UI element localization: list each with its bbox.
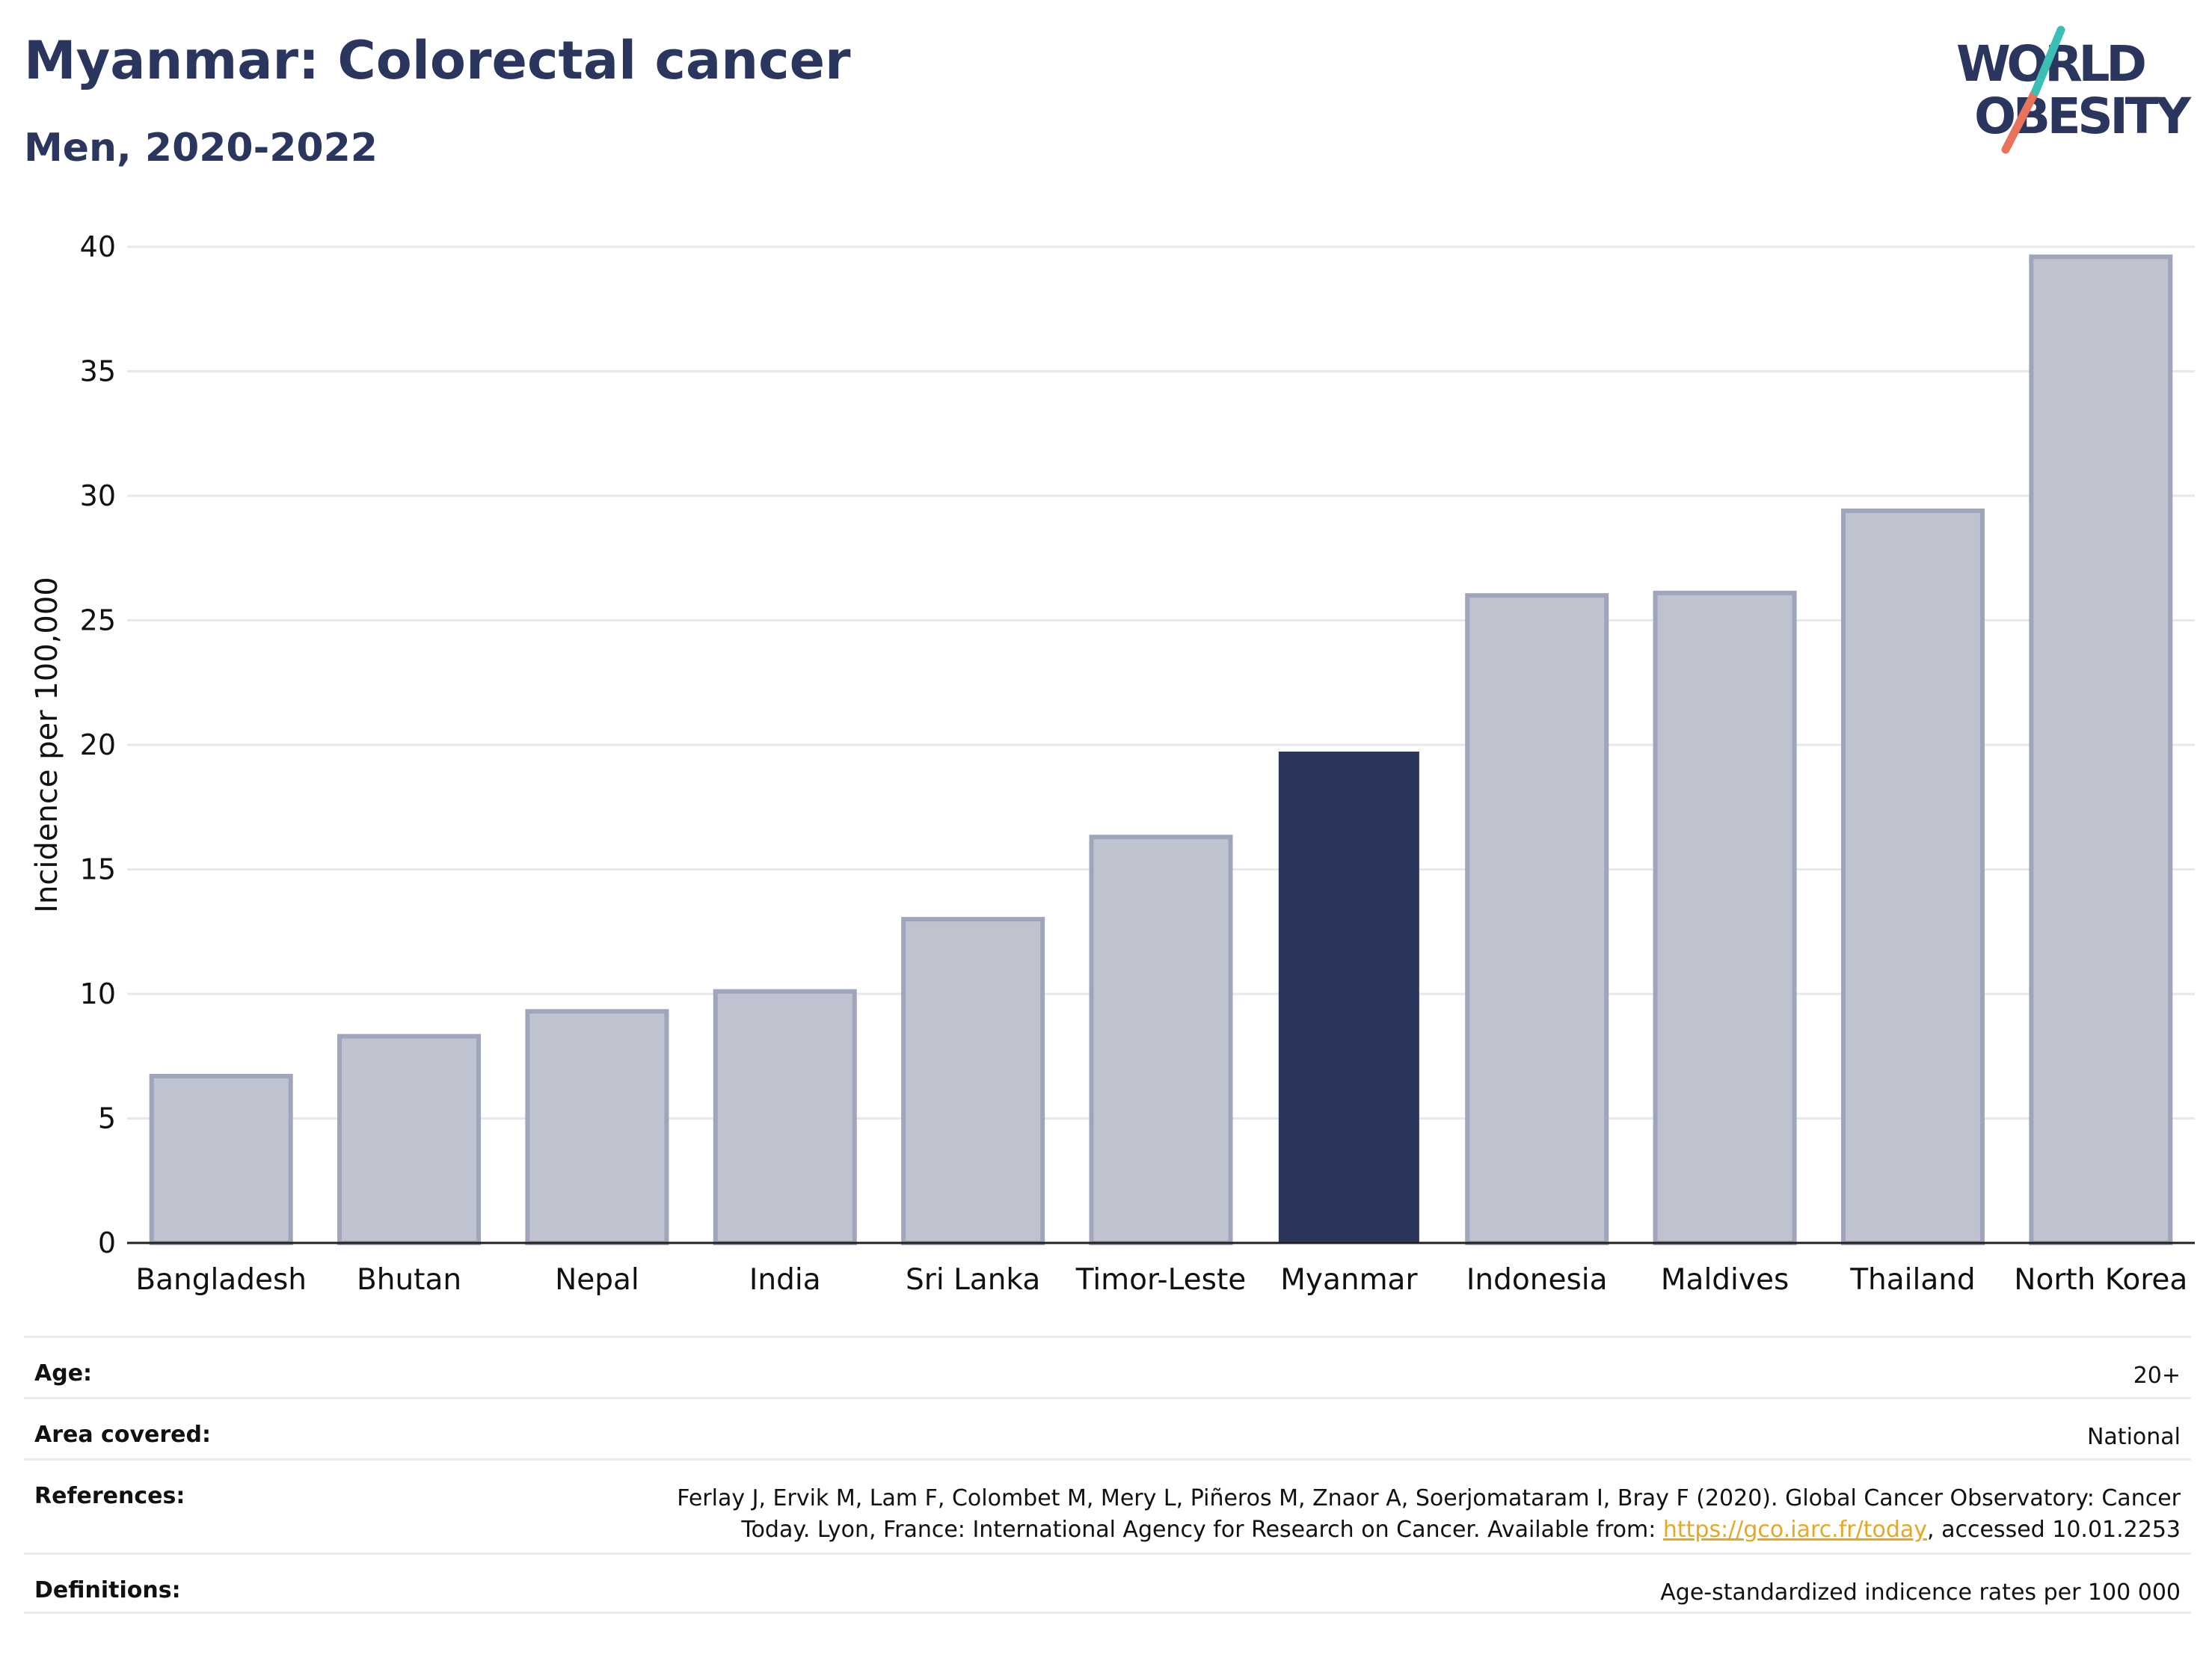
bar-chart: 0 5 10 15 20 25 30 35 40 Bangladesh Bhutan Nepal In… [30, 230, 2195, 1297]
page-subtitle: Men, 2020-2022 [24, 126, 378, 171]
y-tick-label: 5 [98, 1102, 116, 1135]
page-title: Myanmar: Colorectal cancer [24, 30, 851, 91]
y-tick-label: 20 [80, 728, 116, 761]
y-tick-label: 35 [80, 355, 116, 388]
x-tick-label: Maldives [1661, 1263, 1789, 1297]
reference-line-2-post: , accessed 10.01.2253 [1927, 1517, 2181, 1543]
x-tick-label: North Korea [2014, 1263, 2187, 1297]
y-tick-label: 30 [80, 479, 116, 512]
x-tick-label: Timor-Leste [1075, 1263, 1247, 1297]
x-tick-label: Indonesia [1466, 1263, 1608, 1297]
info-value-definitions: Age-standardized indicence rates per 100… [1660, 1579, 2181, 1606]
info-table: Age: 20+ Area covered: National Referenc… [24, 1336, 2191, 1614]
bar-nepal [525, 1009, 669, 1246]
bar-indonesia [1465, 593, 1609, 1245]
info-value-references: Ferlay J, Ervik M, Lam F, Colombet M, Me… [677, 1483, 2181, 1546]
info-row-area: Area covered: National [24, 1397, 2191, 1458]
info-label-area: Area covered: [34, 1422, 211, 1448]
bar-north-korea [2029, 254, 2173, 1246]
bar-maldives [1653, 590, 1797, 1245]
y-axis-ticks: 0 5 10 15 20 25 30 35 40 [80, 230, 116, 1259]
logo-slash-lower [2001, 87, 2040, 154]
info-row-references: References: Ferlay J, Ervik M, Lam F, Co… [24, 1458, 2191, 1553]
x-tick-label: Myanmar [1280, 1263, 1418, 1297]
y-axis-label: Incidence per 100,000 [30, 577, 64, 913]
bar-bangladesh [149, 1073, 293, 1246]
bar-india [713, 989, 857, 1246]
info-label-definitions: Definitions: [34, 1577, 181, 1603]
bar-sri-lanka [901, 917, 1045, 1245]
world-obesity-logo: WORLD OBESITY [1956, 25, 2192, 154]
x-tick-label: Sri Lanka [906, 1263, 1040, 1297]
reference-line-1: Ferlay J, Ervik M, Lam F, Colombet M, Me… [677, 1485, 2181, 1511]
info-label-references: References: [34, 1483, 185, 1509]
bar-myanmar [1278, 751, 1419, 1244]
info-row-age: Age: 20+ [24, 1336, 2191, 1397]
y-tick-label: 25 [80, 604, 116, 637]
reference-link[interactable]: https://gco.iarc.fr/today [1662, 1517, 1928, 1543]
reference-line-2-pre: Today. Lyon, France: International Agenc… [741, 1517, 1663, 1543]
info-value-area: National [2086, 1424, 2181, 1450]
x-tick-label: Bangladesh [135, 1263, 307, 1297]
bar-thailand [1840, 508, 1985, 1245]
bars [149, 254, 2173, 1246]
bar-timor-leste [1089, 835, 1233, 1245]
x-tick-label: Nepal [555, 1263, 639, 1297]
info-value-age: 20+ [2133, 1363, 2181, 1389]
info-label-age: Age: [34, 1360, 93, 1387]
x-tick-label: Thailand [1849, 1263, 1975, 1297]
x-tick-label: India [749, 1263, 821, 1297]
info-row-definitions: Definitions: Age-standardized indicence … [24, 1553, 2191, 1614]
y-tick-label: 10 [80, 977, 116, 1010]
y-tick-label: 15 [80, 853, 116, 886]
x-tick-label: Bhutan [357, 1263, 461, 1297]
x-axis-labels: Bangladesh Bhutan Nepal India Sri Lanka Timor… [135, 1263, 2187, 1297]
logo-slash-upper [2031, 25, 2065, 96]
bar-bhutan [337, 1034, 482, 1245]
y-tick-label: 40 [80, 230, 116, 263]
y-tick-label: 0 [98, 1226, 116, 1259]
